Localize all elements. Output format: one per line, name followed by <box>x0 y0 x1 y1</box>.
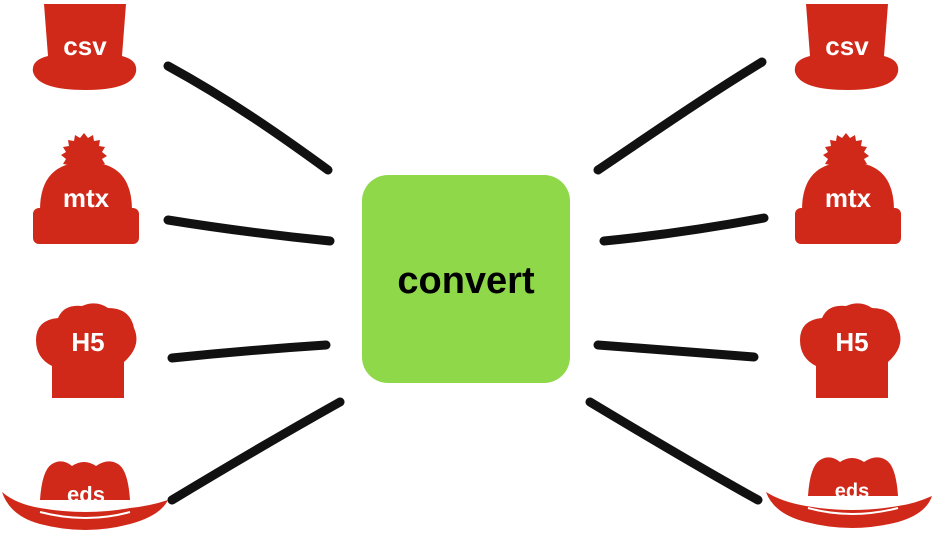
hat-right-h5-label: H5 <box>835 327 868 357</box>
hat-right-csv-label: csv <box>825 31 869 61</box>
left-hats: csv mtx H5 eds <box>2 4 168 530</box>
hat-left-h5-label: H5 <box>71 327 104 357</box>
hat-left-mtx: mtx <box>33 133 139 244</box>
top-hat-icon <box>32 4 137 90</box>
hat-right-mtx-label: mtx <box>825 183 872 213</box>
hat-right-csv: csv <box>794 4 899 90</box>
hat-left-eds-label: eds <box>67 482 105 507</box>
cowboy-hat-band <box>39 511 131 519</box>
connector-right-eds <box>585 397 763 505</box>
connector-left-eds <box>167 397 345 505</box>
cowboy-hat-icon <box>40 461 130 500</box>
beanie-body <box>40 162 132 210</box>
hat-right-h5: H5 <box>800 303 901 398</box>
cowboy-hat-brim <box>766 492 932 528</box>
hat-right-mtx: mtx <box>795 133 901 244</box>
hat-left-h5: H5 <box>36 303 137 398</box>
right-hats: csv mtx H5 eds <box>766 4 932 528</box>
connector-right-mtx <box>599 213 769 246</box>
connector-left-h5 <box>167 340 331 363</box>
convert-box-background <box>362 175 570 383</box>
hat-left-mtx-label: mtx <box>63 183 110 213</box>
chef-hat-band <box>52 364 124 398</box>
left-connectors <box>163 61 345 505</box>
connector-left-mtx <box>163 215 335 246</box>
beanie-brim <box>33 208 139 244</box>
hat-right-eds: eds <box>766 457 932 528</box>
cowboy-hat-brim <box>2 492 168 530</box>
convert-label: convert <box>397 260 535 302</box>
cowboy-hat-icon <box>808 457 898 496</box>
right-connectors <box>585 57 769 505</box>
hat-left-eds: eds <box>2 461 168 530</box>
beanie-body <box>802 162 894 210</box>
chef-hat-icon <box>36 303 137 366</box>
connector-left-csv <box>163 61 333 175</box>
beanie-brim <box>795 208 901 244</box>
hat-left-csv-label: csv <box>63 31 107 61</box>
hat-left-csv: csv <box>32 4 137 90</box>
top-hat-icon <box>794 4 899 90</box>
chef-hat-band <box>816 364 888 398</box>
connector-right-h5 <box>593 340 759 362</box>
hat-right-eds-label: eds <box>835 480 869 502</box>
connector-right-csv <box>593 57 767 175</box>
convert-box: convert <box>362 175 570 383</box>
cowboy-hat-band <box>807 507 899 515</box>
chef-hat-icon <box>800 303 901 366</box>
